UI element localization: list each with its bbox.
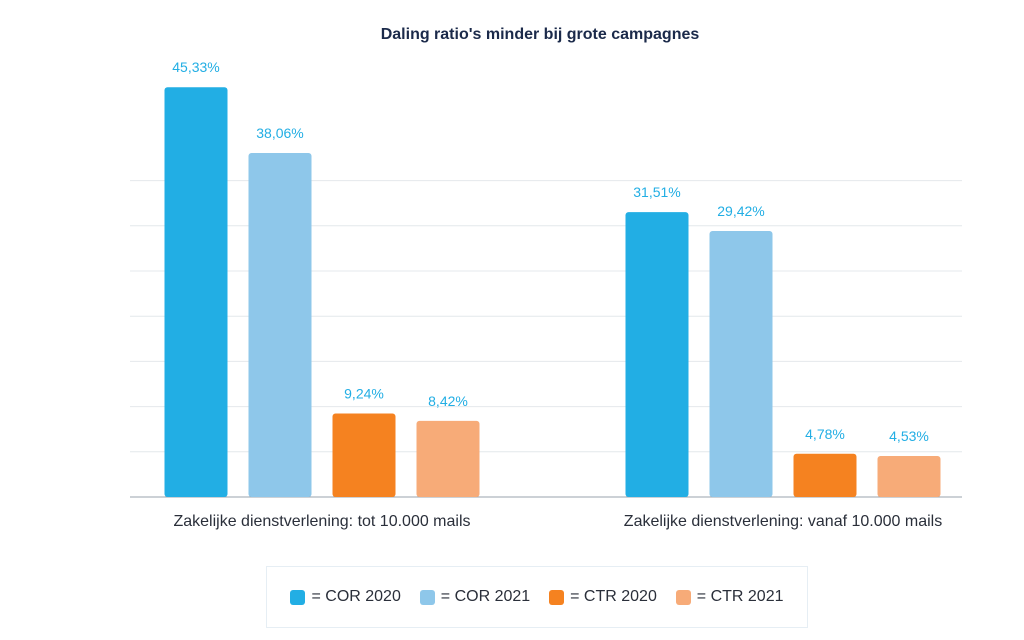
data-label: 29,42% xyxy=(717,203,764,219)
bar xyxy=(709,231,773,497)
chart-title: Daling ratio's minder bij grote campagne… xyxy=(380,26,700,43)
bar xyxy=(416,420,480,497)
data-label: 9,24% xyxy=(344,385,384,401)
bar xyxy=(332,413,396,497)
legend-label-ctr-2020: = CTR 2020 xyxy=(570,588,657,605)
x-tick-label: Zakelijke dienstverlening: vanaf 10.000 … xyxy=(624,513,942,530)
legend-swatch-ctr-2020 xyxy=(549,589,565,605)
x-tick-label: Zakelijke dienstverlening: tot 10.000 ma… xyxy=(173,513,470,530)
data-label: 38,06% xyxy=(256,125,303,141)
legend-swatch-cor-2020 xyxy=(290,589,306,605)
bar-chart: 45,33% 38,06% 9,24% 8,42% Zakelijke dienstve… xyxy=(130,59,962,530)
data-label: 4,78% xyxy=(805,426,845,442)
data-label: 8,42% xyxy=(428,393,468,409)
data-label: 31,51% xyxy=(633,184,680,200)
legend: = COR 2020 = COR 2021 = CTR 2020 = CTR 2… xyxy=(266,566,808,628)
bar xyxy=(625,212,689,497)
data-label: 4,53% xyxy=(889,428,929,444)
legend-item-cor-2021: = COR 2021 xyxy=(419,588,531,606)
data-label: 45,33% xyxy=(172,59,219,75)
bar xyxy=(248,152,312,497)
legend-label-cor-2021: = COR 2021 xyxy=(440,588,531,605)
legend-label-cor-2020: = COR 2020 xyxy=(311,588,401,605)
legend-swatch-ctr-2021 xyxy=(675,589,691,605)
legend-item-cor-2020: = COR 2020 xyxy=(290,588,401,606)
bar xyxy=(793,453,857,497)
bar xyxy=(877,456,941,497)
legend-label-ctr-2021: = CTR 2021 xyxy=(696,588,784,605)
legend-item-ctr-2021: = CTR 2021 xyxy=(675,588,784,606)
legend-item-ctr-2020: = CTR 2020 xyxy=(549,588,657,606)
legend-swatch-cor-2021 xyxy=(419,589,435,605)
bar xyxy=(164,87,228,497)
